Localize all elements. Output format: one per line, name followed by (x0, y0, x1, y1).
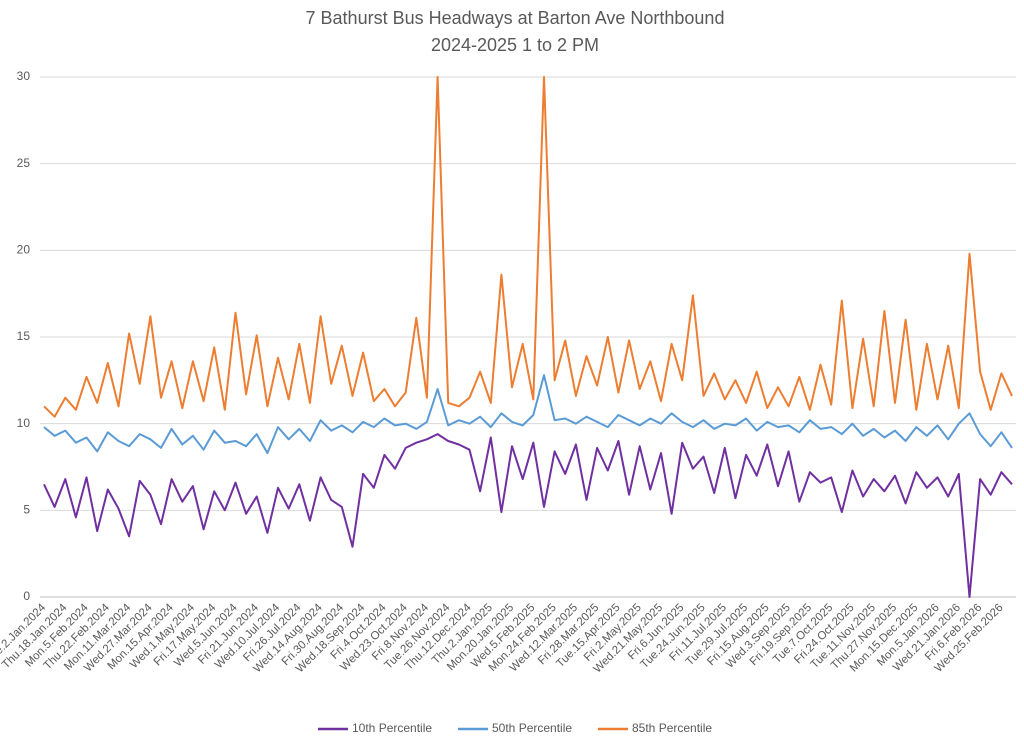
y-tick-label: 30 (17, 69, 31, 83)
y-tick-label: 10 (17, 416, 31, 430)
legend-label: 85th Percentile (632, 721, 712, 735)
y-tick-label: 5 (23, 503, 30, 517)
legend-label: 10th Percentile (352, 721, 432, 735)
y-tick-label: 0 (23, 589, 30, 603)
legend-label: 50th Percentile (492, 721, 572, 735)
chart-subtitle: 2024-2025 1 to 2 PM (431, 35, 599, 55)
chart-title: 7 Bathurst Bus Headways at Barton Ave No… (306, 8, 725, 28)
y-tick-label: 25 (17, 156, 31, 170)
series-line (43, 76, 1013, 418)
series-line (43, 374, 1013, 455)
y-tick-label: 20 (17, 243, 31, 257)
y-tick-label: 15 (17, 329, 31, 343)
series-line (43, 433, 1013, 598)
